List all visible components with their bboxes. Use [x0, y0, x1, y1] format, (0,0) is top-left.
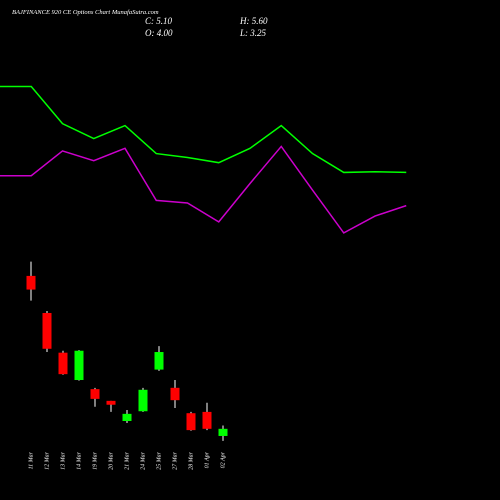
indicator-line: [0, 145, 407, 234]
ohlc-label: O: 4.00: [145, 28, 173, 38]
x-tick-label: 25 Mar: [156, 451, 162, 469]
x-tick-label: 19 Mar: [92, 451, 98, 469]
candle-body: [202, 411, 212, 429]
candle-body: [170, 387, 180, 401]
ohlc-label: C: 5.10: [145, 16, 173, 26]
x-tick-label: 24 Mar: [139, 451, 146, 469]
candle-body: [122, 413, 132, 422]
candle-body: [186, 413, 196, 431]
ohlc-label: H: 5.60: [239, 16, 268, 26]
x-tick-label: 12 Mar: [44, 451, 50, 469]
chart-title: BAJFINANCE 920 CE Options Chart MunafaSu…: [12, 9, 159, 16]
candle-body: [74, 350, 84, 381]
candle-body: [106, 400, 116, 405]
x-tick-label: 13 Mar: [60, 451, 66, 469]
candle-body: [58, 352, 68, 375]
candle-body: [90, 389, 100, 399]
x-tick-label: 20 Mar: [108, 451, 114, 469]
x-tick-label: 02 Apr: [220, 451, 226, 468]
x-tick-label: 28 Mar: [188, 451, 194, 469]
x-tick-label: 01 Apr: [204, 451, 210, 468]
candle-body: [138, 389, 148, 412]
candle-body: [42, 312, 52, 349]
x-tick-label: 11 Mar: [28, 451, 34, 469]
x-tick-label: 27 Mar: [172, 451, 178, 469]
x-tick-label: 14 Mar: [75, 451, 82, 469]
indicator-line: [0, 85, 407, 174]
candle-body: [154, 352, 164, 370]
candle-body: [218, 428, 228, 436]
x-tick-label: 21 Mar: [124, 451, 130, 469]
ohlc-label: L: 3.25: [239, 28, 267, 38]
candle-body: [26, 275, 36, 290]
